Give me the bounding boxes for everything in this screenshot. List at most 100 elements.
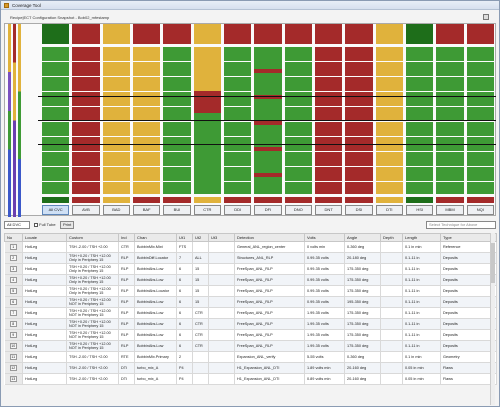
table-row[interactable]: 7 HotLeg TSH +0.20 / TSH +12.00 NOT in Per…: [4, 307, 497, 319]
scrollbar-thumb[interactable]: [491, 243, 495, 283]
table-cell: 0.1-11 in: [402, 263, 441, 275]
block-label[interactable]: AVB: [72, 205, 100, 215]
table-cell: RLP: [118, 307, 135, 319]
table-row[interactable]: 6 HotLeg TSH +0.20 / TSH +12.00 NOT in Per…: [4, 296, 497, 308]
row-number-button[interactable]: 13: [9, 376, 17, 382]
table-cell: BobbinAbs.Low: [134, 296, 177, 308]
table-row[interactable]: 12 HotLeg TSH -2.00 / TSH +2.00 DTI turbo_mi…: [4, 362, 497, 374]
row-number[interactable]: 7: [4, 307, 23, 319]
table-row[interactable]: 3 HotLeg TSH +0.20 / TSH +12.00 Only in Pe…: [4, 263, 497, 275]
column-header[interactable]: Chan: [134, 233, 177, 242]
row-number-button[interactable]: 11: [9, 354, 17, 360]
table-row[interactable]: 13 HotLeg TSH -2.00 / TSH +2.00 DTI turbo_mi…: [4, 373, 497, 385]
column-header[interactable]: Depth: [380, 233, 403, 242]
block-top-cap: [193, 24, 221, 44]
column-header[interactable]: Angle: [344, 233, 381, 242]
block-bottom-cap: [375, 197, 403, 203]
block-label[interactable]: NQI: [466, 205, 494, 215]
block-label[interactable]: BAF: [133, 205, 161, 215]
table-row[interactable]: 2 HotLeg TSH +0.20 / TSH +12.00 Only in Pe…: [4, 252, 497, 264]
row-number-button[interactable]: 5: [9, 288, 17, 294]
table-cell: 0 volts min: [304, 241, 345, 253]
block-label[interactable]: DNO: [284, 205, 312, 215]
column-header[interactable]: Ut1: [176, 233, 193, 242]
row-number-button[interactable]: 12: [9, 365, 17, 371]
table-row[interactable]: 8 HotLeg TSH +0.20 / TSH +12.00 NOT in Per…: [4, 318, 497, 330]
column-header[interactable]: Length: [402, 233, 441, 242]
block-label[interactable]: MBM: [436, 205, 464, 215]
table-scrollbar[interactable]: [490, 233, 495, 405]
row-number-button[interactable]: 9: [9, 332, 17, 338]
row-number-button[interactable]: 6: [9, 299, 17, 305]
row-number[interactable]: 4: [4, 274, 23, 286]
title-bar: Coverage Tool: [1, 1, 499, 10]
table-cell: FreeSpan_ANL_RLP: [234, 296, 305, 308]
column-header[interactable]: No: [4, 233, 23, 242]
table-cell: FreeSpan_ANL_RLP: [234, 340, 305, 352]
table-cell: RLP: [118, 263, 135, 275]
table-cell: 1.99-35 volts: [304, 318, 345, 330]
column-header[interactable]: Custom: [66, 233, 119, 242]
row-number-button[interactable]: 4: [9, 277, 17, 283]
row-number-button[interactable]: 1: [9, 244, 17, 250]
block-label[interactable]: All CVC: [42, 205, 70, 215]
column-header[interactable]: Detection: [234, 233, 305, 242]
column-header[interactable]: Ut3: [208, 233, 235, 242]
table-cell: Deposits: [440, 296, 497, 308]
full-tube-checkbox[interactable]: Full Tube: [34, 222, 56, 227]
print-button[interactable]: Print: [60, 221, 75, 229]
row-number[interactable]: 10: [4, 340, 23, 352]
row-number[interactable]: 12: [4, 362, 23, 374]
table-row[interactable]: 1 HotLeg TSH -2.00 / TSH +2.00 CTR BobbinMix…: [4, 241, 497, 253]
block-label[interactable]: BAD: [102, 205, 130, 215]
row-number[interactable]: 9: [4, 329, 23, 341]
coverage-graphic[interactable]: All CVC AVB BAD BAF BUI CTR DDI DFI DNO DNT DSI DTI…: [4, 23, 496, 217]
table-row[interactable]: 9 HotLeg TSH +0.20 / TSH +12.00 NOT in Per…: [4, 329, 497, 341]
block-label[interactable]: DTI: [375, 205, 403, 215]
checkbox-box[interactable]: [34, 222, 38, 227]
row-number[interactable]: 2: [4, 252, 23, 264]
row-number[interactable]: 13: [4, 373, 23, 385]
table-cell: 175-350 deg: [344, 263, 381, 275]
row-number-button[interactable]: 10: [9, 343, 17, 349]
row-number-button[interactable]: 3: [9, 266, 17, 272]
table-cell: HotLeg: [22, 307, 67, 319]
column-header[interactable]: Ind: [118, 233, 135, 242]
column-header[interactable]: Type: [440, 233, 497, 242]
row-number[interactable]: 1: [4, 241, 23, 253]
row-number[interactable]: 3: [4, 263, 23, 275]
block-label[interactable]: BUI: [163, 205, 191, 215]
block-label[interactable]: CTR: [193, 205, 221, 215]
table-row[interactable]: 4 HotLeg TSH +0.20 / TSH +12.00 Only in Pe…: [4, 274, 497, 286]
block-top-cap: [345, 24, 373, 44]
column-header[interactable]: Volts: [304, 233, 345, 242]
table-cell: 175-350 deg: [344, 318, 381, 330]
table-cell: [380, 296, 403, 308]
table-cell: 175-350 deg: [344, 340, 381, 352]
table-row[interactable]: 10 HotLeg TSH +0.20 / TSH +12.00 NOT in Pe…: [4, 340, 497, 352]
table-cell: [380, 241, 403, 253]
block-label[interactable]: HSI: [406, 205, 434, 215]
block-label[interactable]: DFI: [254, 205, 282, 215]
block-label[interactable]: DNT: [315, 205, 343, 215]
row-number-button[interactable]: 2: [9, 255, 17, 261]
table-row[interactable]: 11 HotLeg TSH -2.00 / TSH +2.00 RTE BobbinMi…: [4, 351, 497, 363]
row-number[interactable]: 8: [4, 318, 23, 330]
row-number-button[interactable]: 8: [9, 321, 17, 327]
table-row[interactable]: 5 HotLeg TSH +0.20 / TSH +12.00 Only in Pe…: [4, 285, 497, 297]
options-icon[interactable]: [483, 14, 489, 20]
row-number[interactable]: 11: [4, 351, 23, 363]
row-number-button[interactable]: 7: [9, 310, 17, 316]
block-label[interactable]: DSI: [345, 205, 373, 215]
table-cell: [208, 241, 235, 253]
technique-select[interactable]: Select Technique for Above: [426, 221, 496, 229]
block-label[interactable]: DDI: [224, 205, 252, 215]
dvc-filter-select[interactable]: All DVC: [4, 221, 30, 229]
column-header[interactable]: Ut2: [192, 233, 209, 242]
row-number[interactable]: 6: [4, 296, 23, 308]
table-cell: FTS: [176, 241, 193, 253]
table-cell: BobbinAbs.Low: [134, 318, 177, 330]
column-header[interactable]: Locate: [22, 233, 67, 242]
row-number[interactable]: 5: [4, 285, 23, 297]
